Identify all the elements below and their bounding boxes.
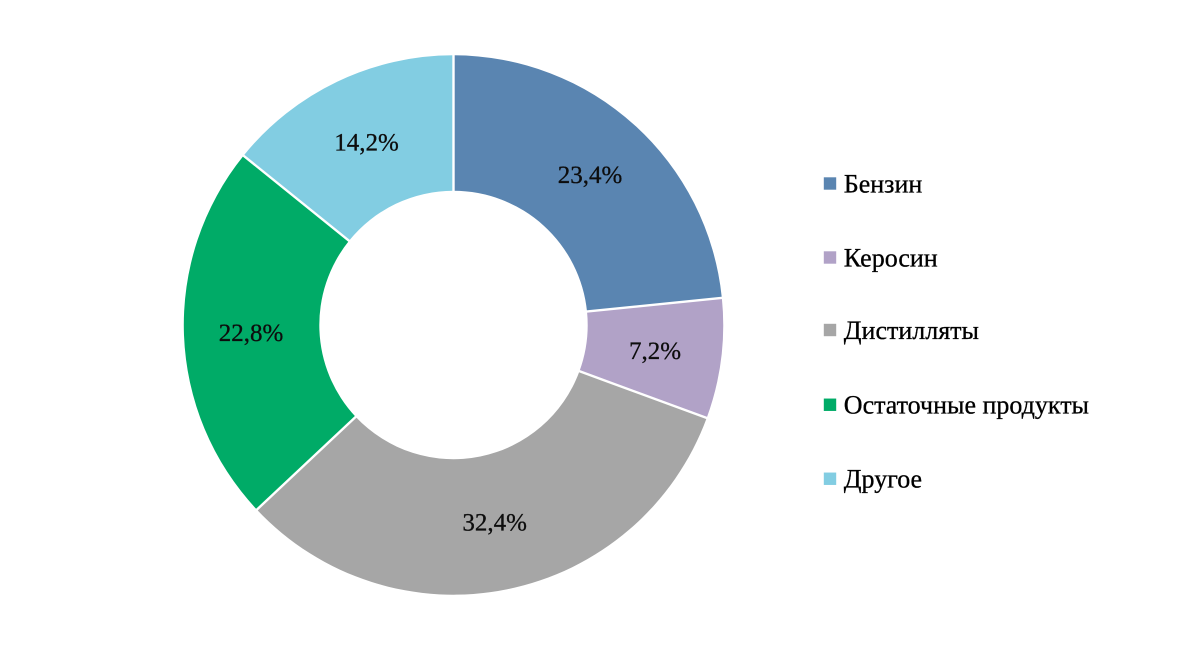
svg-text:7,2%: 7,2% <box>629 338 681 365</box>
svg-text:14,2%: 14,2% <box>334 129 399 156</box>
svg-text:32,4%: 32,4% <box>462 510 527 537</box>
svg-text:Остаточные продукты: Остаточные продукты <box>844 391 1089 420</box>
svg-text:23,4%: 23,4% <box>558 162 623 189</box>
svg-text:Керосин: Керосин <box>844 243 938 272</box>
svg-text:Бензин: Бензин <box>844 169 923 198</box>
svg-text:22,8%: 22,8% <box>219 320 284 347</box>
svg-text:Другое: Другое <box>844 465 922 494</box>
svg-text:Дистилляты: Дистилляты <box>844 316 979 345</box>
